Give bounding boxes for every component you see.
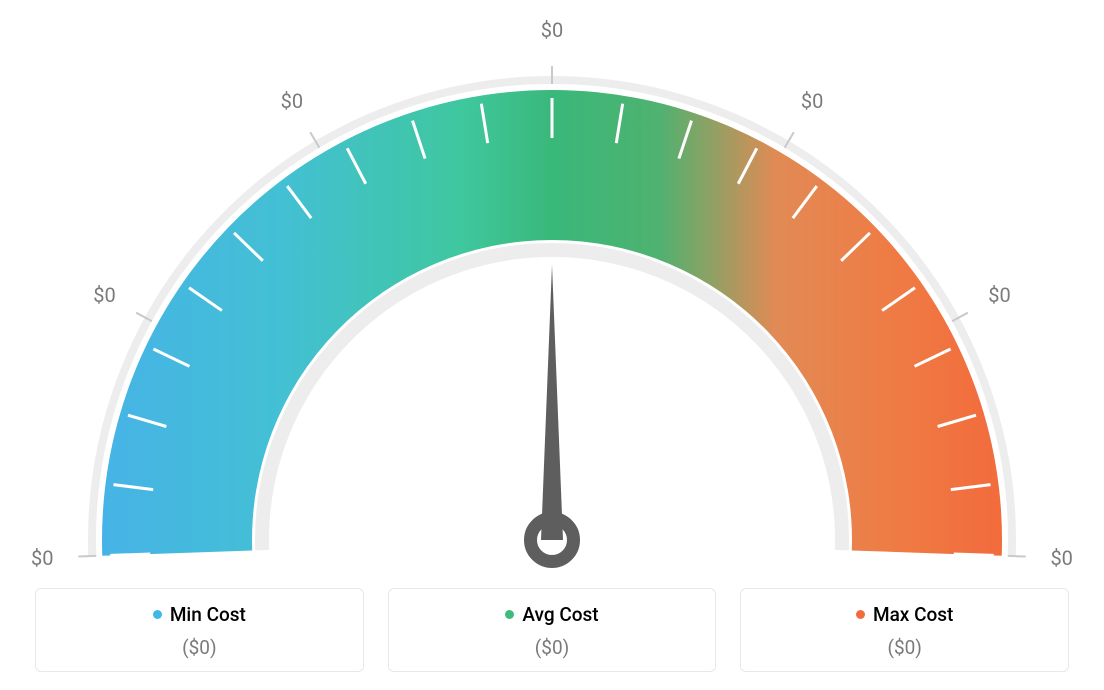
legend-value-max: ($0) [751, 636, 1058, 659]
legend-card-min: Min Cost ($0) [35, 588, 364, 672]
legend-dot-min [153, 610, 162, 619]
legend-card-avg: Avg Cost ($0) [388, 588, 717, 672]
legend-label-avg: Avg Cost [522, 603, 598, 626]
legend-title-max: Max Cost [856, 603, 953, 626]
legend-value-min: ($0) [46, 636, 353, 659]
legend-card-max: Max Cost ($0) [740, 588, 1069, 672]
legend-row: Min Cost ($0) Avg Cost ($0) Max Cost ($0… [35, 588, 1069, 672]
gauge-tick-label: $0 [93, 283, 115, 307]
gauge-tick-label: $0 [988, 283, 1010, 307]
gauge-tick-label: $0 [541, 18, 563, 42]
gauge-tick-label: $0 [801, 89, 823, 113]
legend-dot-max [856, 610, 865, 619]
legend-label-max: Max Cost [873, 603, 953, 626]
legend-dot-avg [505, 610, 514, 619]
legend-title-avg: Avg Cost [505, 603, 598, 626]
gauge-area: $0 $0 $0 $0 $0 $0 $0 [0, 0, 1104, 570]
legend-title-min: Min Cost [153, 603, 246, 626]
legend-value-avg: ($0) [399, 636, 706, 659]
gauge-chart-container: $0 $0 $0 $0 $0 $0 $0 Min Cost ($0) Avg Cost ($… [0, 0, 1104, 690]
gauge-tick-label: $0 [281, 89, 303, 113]
gauge-tick-label: $0 [1050, 546, 1072, 570]
gauge-svg [0, 20, 1104, 580]
legend-label-min: Min Cost [170, 603, 246, 626]
gauge-tick-label: $0 [31, 546, 53, 570]
